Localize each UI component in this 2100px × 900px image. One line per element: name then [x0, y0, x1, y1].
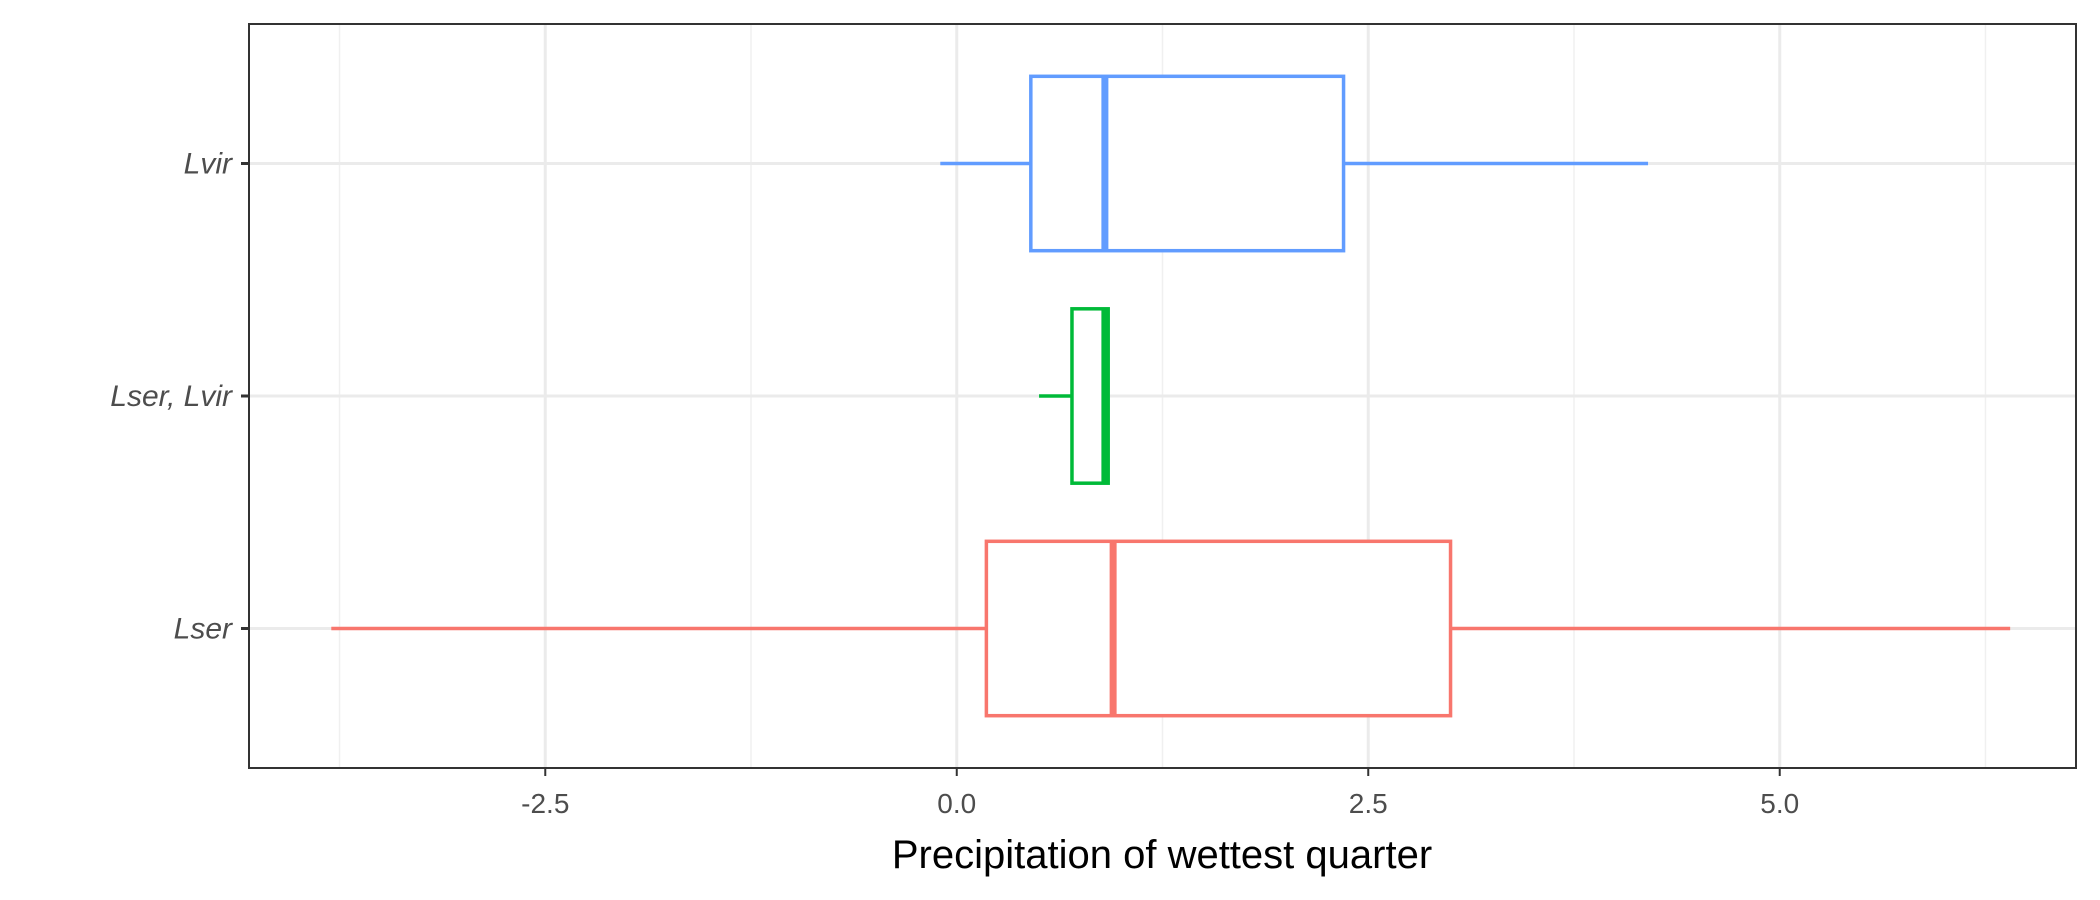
iqr-box — [1029, 74, 1346, 253]
x-tick-label: 2.5 — [1349, 788, 1388, 819]
y-tick-label: Lser — [174, 613, 233, 646]
boxplot-lser — [331, 539, 2011, 718]
x-tick-label: 0.0 — [937, 788, 976, 819]
iqr-box — [984, 539, 1453, 718]
y-tick-label: Lser, Lvir — [110, 380, 233, 413]
boxplot-lser-lvir — [1039, 307, 1110, 485]
y-tick-label: Lvir — [184, 148, 233, 181]
x-axis-title: Precipitation of wettest quarter — [892, 833, 1432, 877]
x-tick-label: 5.0 — [1760, 788, 1799, 819]
axes: -2.5 0.0 2.5 5.0 Lvir Lser, Lvir Lser — [110, 148, 1799, 820]
box-plots — [331, 74, 2011, 718]
boxplot-lvir — [940, 74, 1649, 253]
x-tick-label: -2.5 — [521, 788, 569, 819]
